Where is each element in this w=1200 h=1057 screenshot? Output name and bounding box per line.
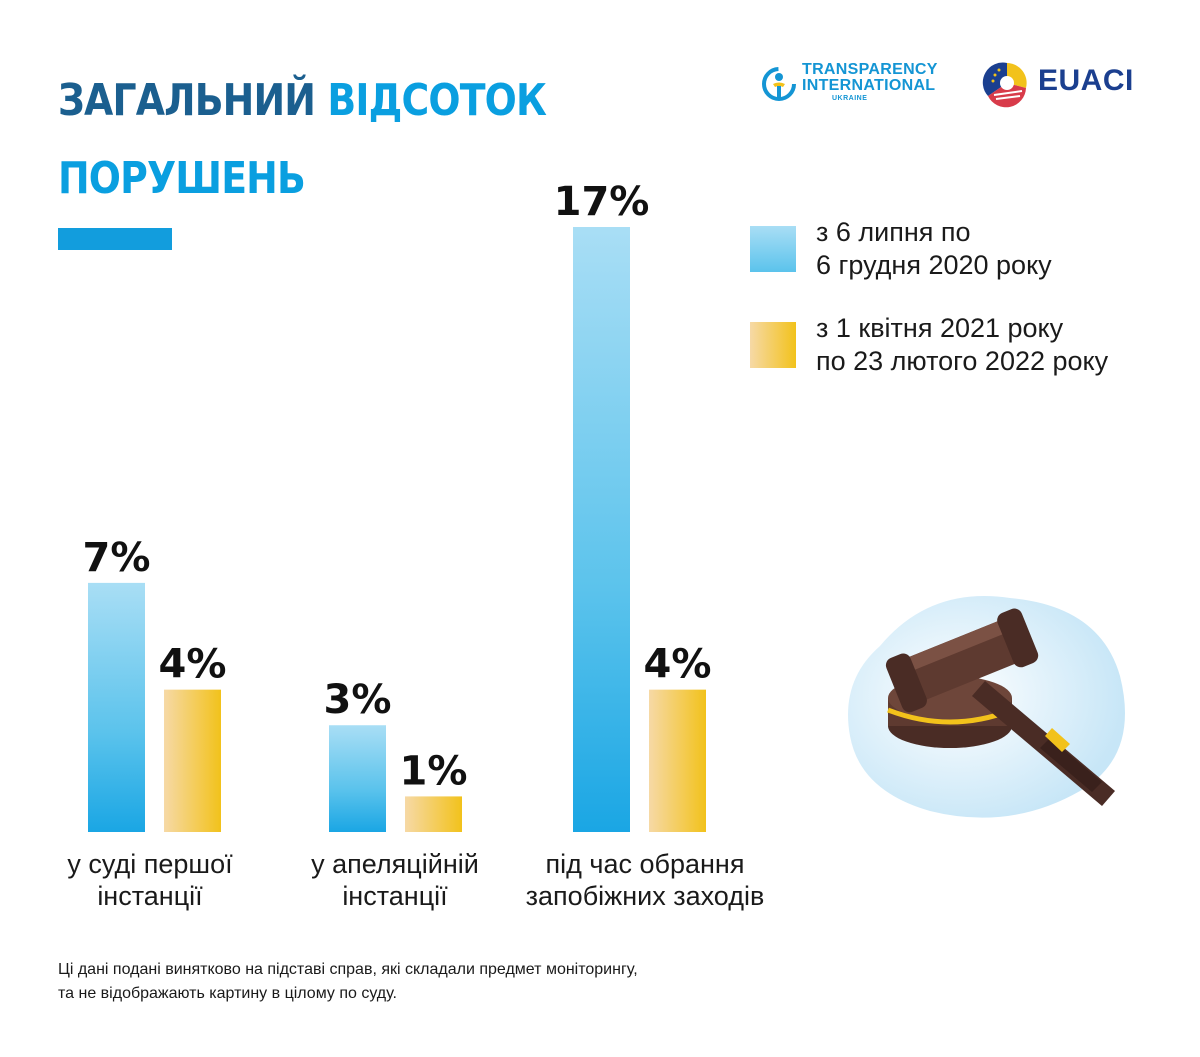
title-underline-bar	[58, 228, 172, 250]
gavel-icon	[848, 596, 1125, 818]
ti-logo-line1: TRANSPARENCY	[802, 61, 938, 78]
bar-series-1-category-3	[573, 227, 630, 832]
transparency-international-logo: TRANSPARENCY INTERNATIONAL UKRAINE	[758, 58, 958, 114]
bar-series-1-category-2	[329, 725, 386, 832]
euaci-logo-text: EUACI	[1038, 64, 1134, 97]
title-part-1: ЗАГАЛЬНИЙ	[58, 75, 316, 126]
chart-legend: з 6 липня по 6 грудня 2020 року з 1 квіт…	[748, 216, 1168, 408]
footnote-line-1: Ці дані подані винятково на підставі спр…	[58, 961, 638, 978]
footnote-line-2: та не відображають картину в цілому по с…	[58, 985, 397, 1002]
category-label-first-instance: у суді першої інстанції	[0, 848, 300, 912]
category-1-line-2: інстанції	[97, 881, 203, 911]
footnote: Ці дані подані винятково на підставі спр…	[58, 958, 638, 1006]
title-line-2: ПОРУШЕНЬ	[58, 153, 306, 204]
category-3-line-2: запобіжних заходів	[525, 881, 765, 911]
legend-series-1-line-1: з 6 липня по	[816, 217, 971, 247]
bar-series-2-category-3	[649, 689, 706, 832]
ti-emblem-icon	[762, 67, 796, 101]
value-label-series-1-category-3: 17%	[554, 179, 650, 225]
bar-series-1-category-1	[88, 582, 145, 832]
value-label-series-2-category-1: 4%	[159, 642, 227, 688]
category-2-line-1: у апеляційній	[311, 849, 479, 879]
partner-logos: TRANSPARENCY INTERNATIONAL UKRAINE EUACI	[758, 58, 1158, 114]
legend-swatch-blue	[750, 226, 796, 272]
value-label-series-1-category-1: 7%	[83, 535, 151, 581]
page-title: ЗАГАЛЬНИЙ ВІДСОТОК ПОРУШЕНЬ	[58, 62, 547, 218]
bar-series-2-category-2	[405, 796, 462, 832]
bar-series-2-category-1	[164, 689, 221, 832]
category-label-appeal-instance: у апеляційній інстанції	[245, 848, 545, 912]
legend-series-2-line-2: по 23 лютого 2022 року	[816, 346, 1109, 376]
legend-label-series-2: з 1 квітня 2021 року по 23 лютого 2022 р…	[816, 312, 1108, 378]
ti-logo-text: TRANSPARENCY INTERNATIONAL UKRAINE	[802, 62, 938, 103]
euaci-emblem-icon	[982, 62, 1027, 108]
legend-series-2-line-1: з 1 квітня 2021 року	[816, 313, 1064, 343]
euaci-logo: EUACI	[982, 58, 1162, 114]
ti-logo-line3: UKRAINE	[832, 95, 868, 102]
legend-label-series-1: з 6 липня по 6 грудня 2020 року	[816, 216, 1052, 282]
value-label-series-2-category-3: 4%	[644, 642, 712, 688]
legend-swatch-yellow	[750, 322, 796, 368]
category-2-line-2: інстанції	[342, 881, 448, 911]
category-1-line-1: у суді першої	[67, 849, 233, 879]
legend-item-series-1: з 6 липня по 6 грудня 2020 року	[748, 216, 1168, 312]
title-part-2: ВІДСОТОК	[327, 75, 547, 126]
value-label-series-2-category-2: 1%	[400, 748, 468, 794]
legend-item-series-2: з 1 квітня 2021 року по 23 лютого 2022 р…	[748, 312, 1168, 408]
value-label-series-1-category-2: 3%	[324, 677, 392, 723]
category-label-preventive-measures: під час обрання запобіжних заходів	[495, 848, 795, 912]
ti-logo-line2: INTERNATIONAL	[802, 77, 936, 94]
category-3-line-1: під час обрання	[545, 849, 745, 879]
legend-series-1-line-2: 6 грудня 2020 року	[816, 250, 1052, 280]
